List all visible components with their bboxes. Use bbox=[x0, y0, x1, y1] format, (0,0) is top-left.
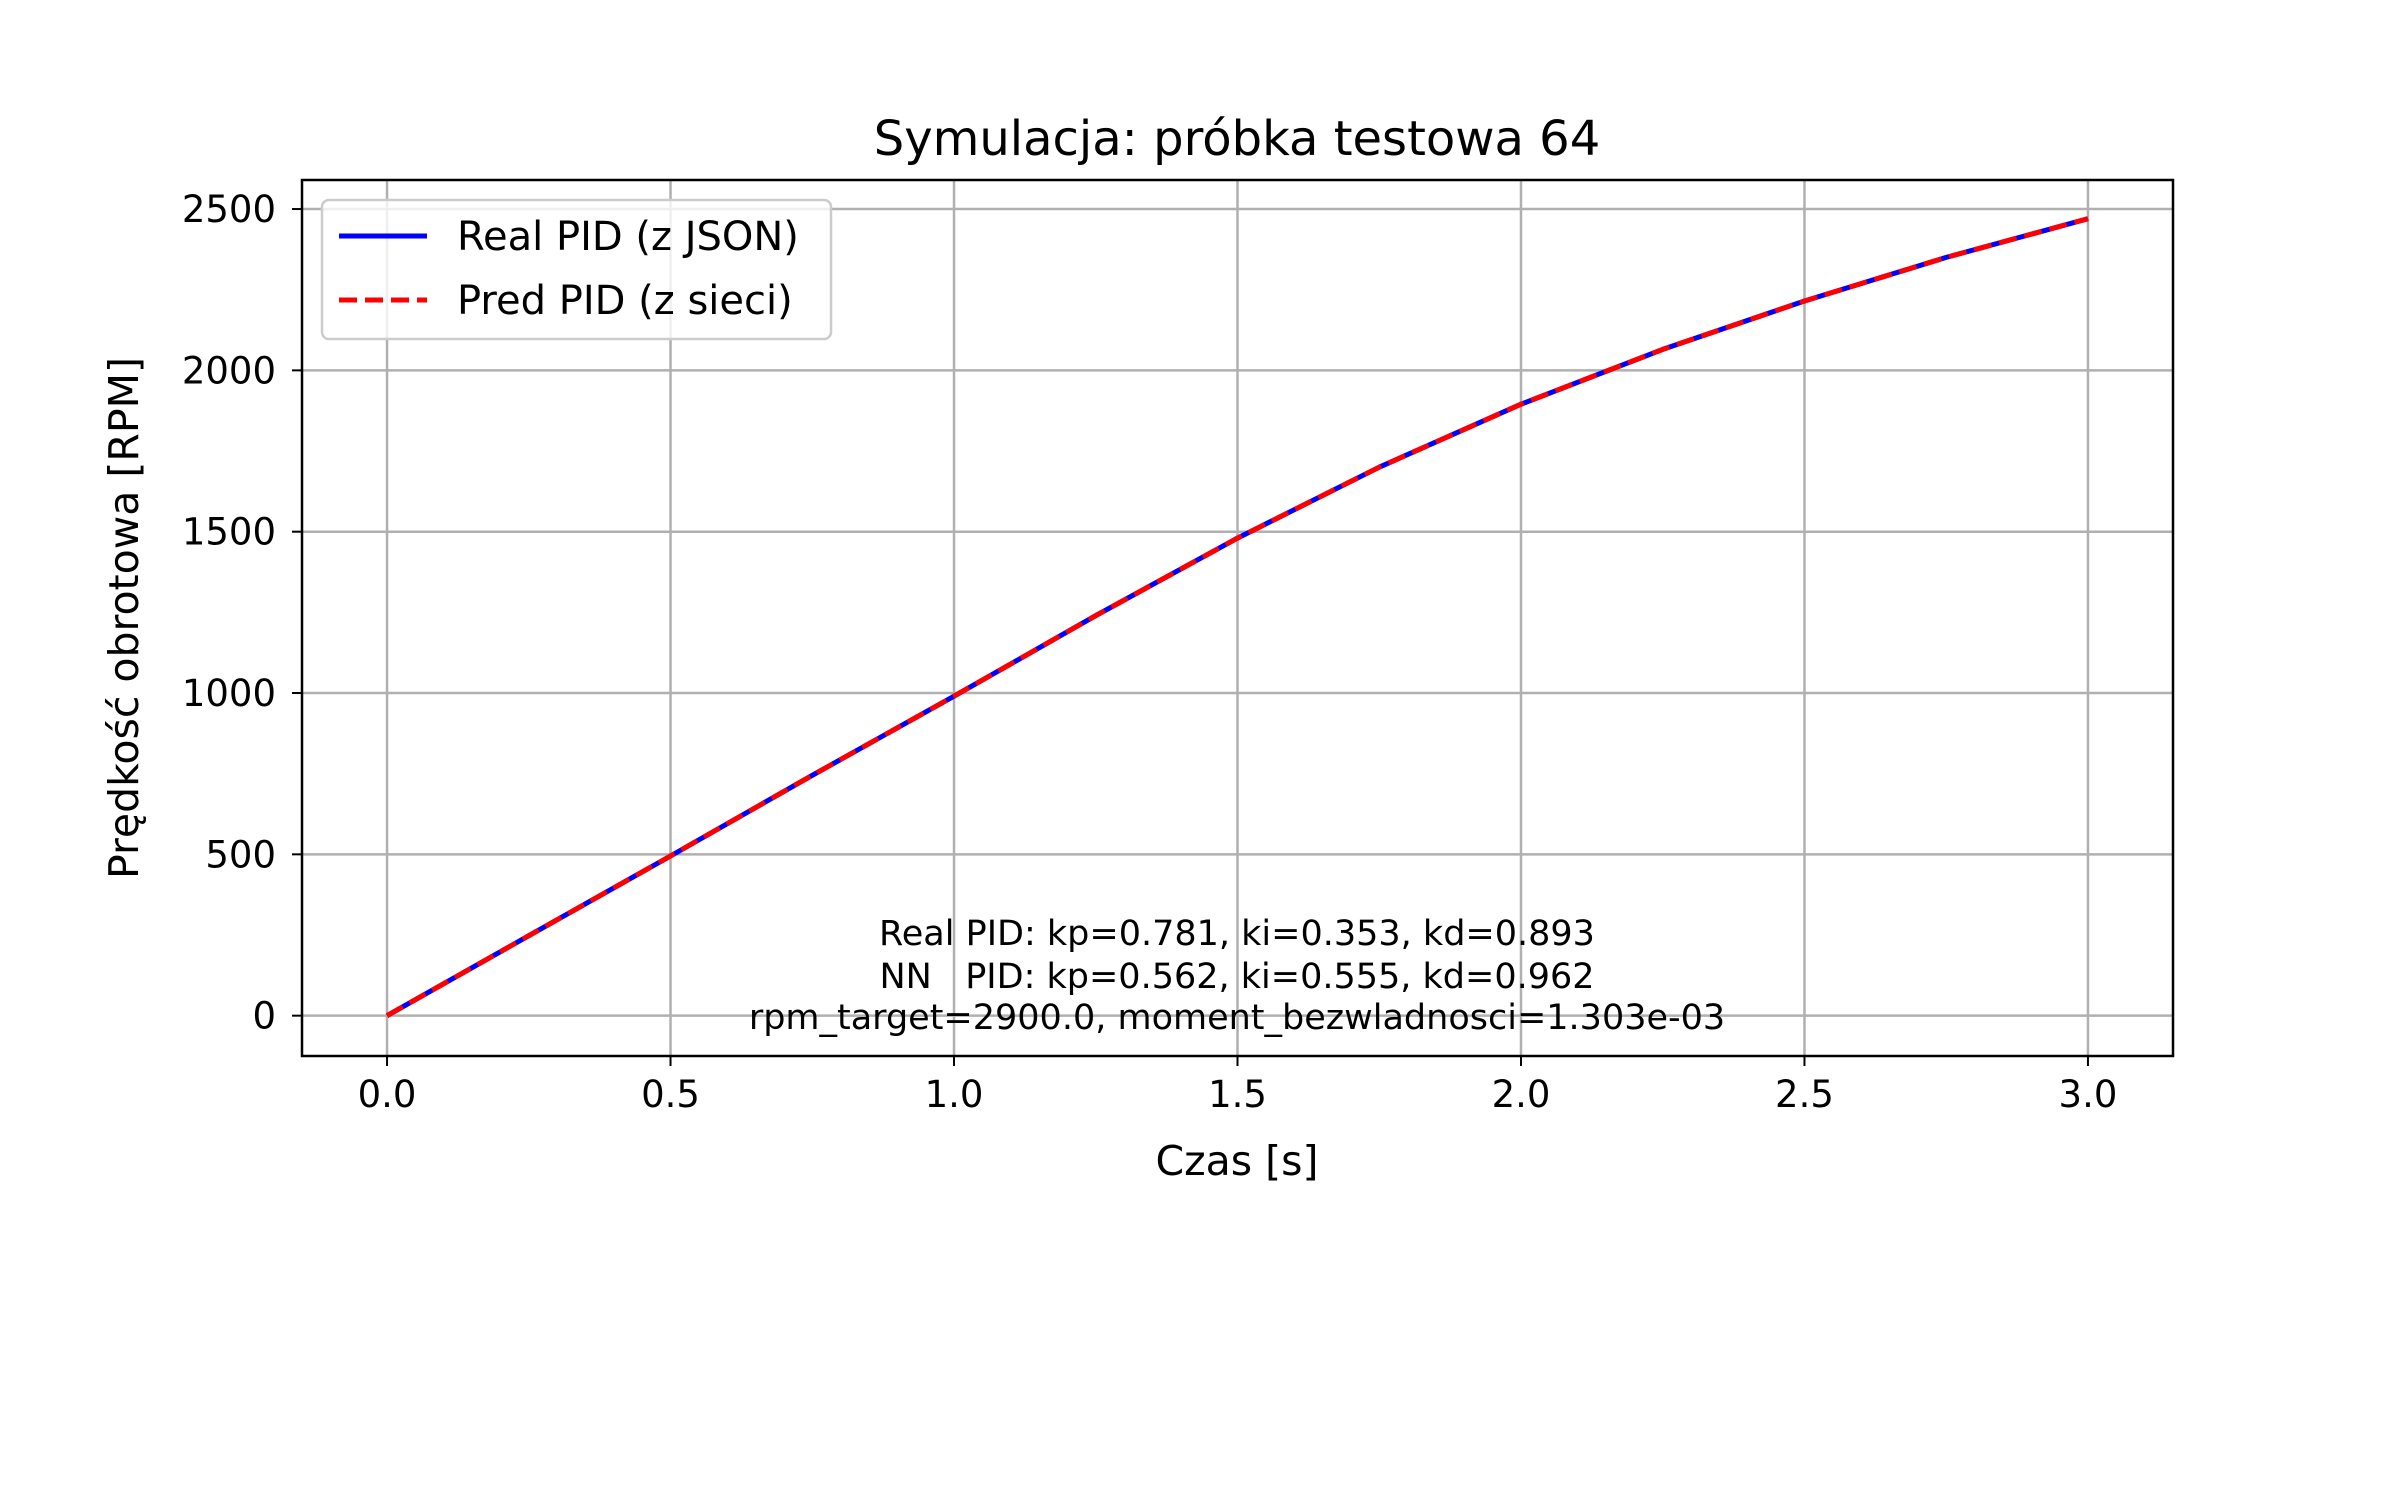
y-tick-label: 0 bbox=[252, 995, 276, 1038]
x-tick-label: 0.0 bbox=[358, 1073, 417, 1116]
y-tick-label: 2500 bbox=[182, 188, 276, 231]
series-line-pred-pid bbox=[385, 216, 2089, 1018]
annotation-line-1: Real PID: kp=0.781, ki=0.353, kd=0.893 bbox=[879, 914, 1595, 954]
annotation-box: Real PID: kp=0.781, ki=0.353, kd=0.893 N… bbox=[749, 914, 1725, 1038]
y-tick-label: 500 bbox=[205, 833, 276, 876]
x-tick-label: 2.0 bbox=[1492, 1073, 1551, 1116]
ticks: 0.0 0.5 1.0 1.5 2.0 2.5 3.0 0 500 1000 1500 2000 250… bbox=[182, 188, 2118, 1116]
legend-box bbox=[320, 198, 833, 341]
y-tick-label: 1500 bbox=[182, 511, 276, 554]
chart-title: Symulacja: próbka testowa 64 bbox=[874, 111, 1601, 167]
y-tick-label: 2000 bbox=[182, 349, 276, 392]
legend: Real PID (z JSON) Pred PID (z sieci) bbox=[320, 198, 833, 341]
annotation-line-3: rpm_target=2900.0, moment_bezwladnosci=1… bbox=[749, 998, 1725, 1038]
x-tick-label: 1.5 bbox=[1208, 1073, 1267, 1116]
grid bbox=[302, 180, 2173, 1056]
plot-series bbox=[385, 216, 2089, 1018]
y-tick-label: 1000 bbox=[182, 672, 276, 715]
legend-label-pred: Pred PID (z sieci) bbox=[457, 278, 793, 324]
legend-label-real: Real PID (z JSON) bbox=[457, 214, 799, 260]
x-tick-label: 0.5 bbox=[641, 1073, 700, 1116]
annotation-line-2: NN PID: kp=0.562, ki=0.555, kd=0.962 bbox=[879, 957, 1594, 997]
x-tick-label: 1.0 bbox=[925, 1073, 984, 1116]
x-tick-label: 3.0 bbox=[2059, 1073, 2118, 1116]
x-axis-label: Czas [s] bbox=[1155, 1137, 1318, 1185]
x-tick-label: 2.5 bbox=[1775, 1073, 1834, 1116]
y-axis-label: Prędkość obrotowa [RPM] bbox=[100, 357, 148, 879]
